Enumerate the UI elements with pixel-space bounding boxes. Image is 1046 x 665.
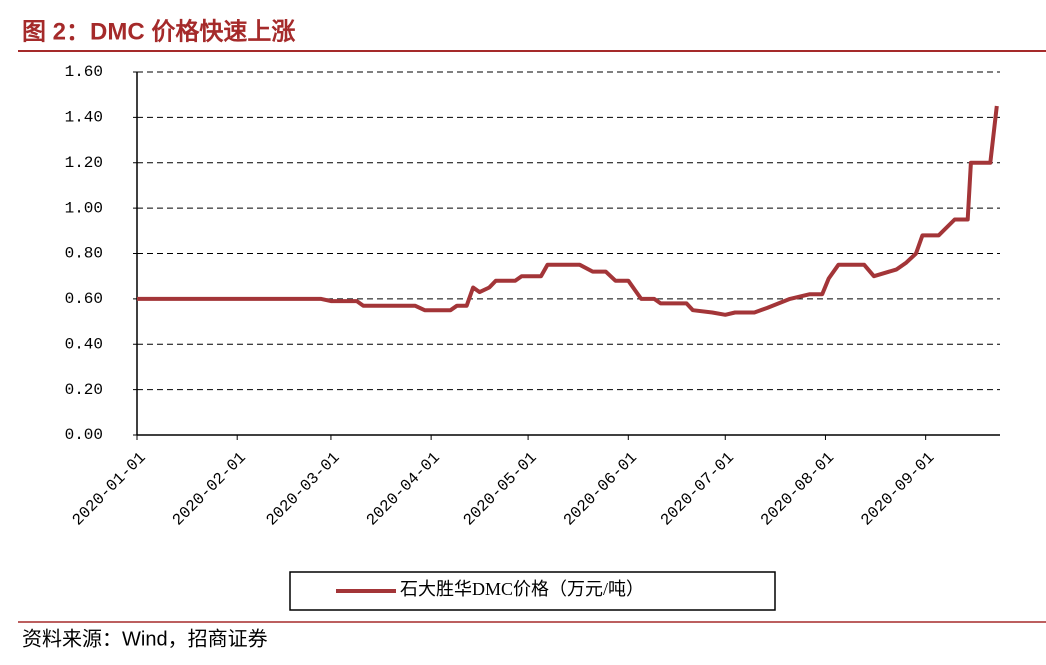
y-tick-label: 0.80 (65, 245, 103, 263)
x-tick-label: 2020-08-01 (757, 449, 838, 530)
source: 资料来源：Wind，招商证券 (22, 627, 268, 650)
x-tick-label: 2020-09-01 (858, 449, 939, 530)
series-line (137, 105, 999, 317)
x-tick-label: 2020-04-01 (363, 449, 444, 530)
y-tick-label: 0.20 (65, 381, 103, 399)
x-tick-label: 2020-06-01 (560, 449, 641, 530)
y-tick-label: 0.60 (65, 290, 103, 308)
y-tick-label: 0.40 (65, 335, 103, 353)
x-tick-label: 2020-03-01 (263, 449, 344, 530)
x-tick-label: 2020-05-01 (460, 449, 541, 530)
y-tick-label: 1.20 (65, 154, 103, 172)
legend-box (289, 571, 776, 611)
legend-label: 石大胜华DMC价格（万元/吨） (400, 579, 644, 599)
x-tick-label: 2020-02-01 (169, 449, 250, 530)
chart-title: 图 2：DMC 价格快速上涨 (22, 18, 295, 45)
x-tick-label: 2020-01-01 (69, 449, 150, 530)
y-tick-label: 1.40 (65, 109, 103, 127)
x-tick-label: 2020-07-01 (657, 449, 738, 530)
y-tick-label: 0.00 (65, 426, 103, 444)
y-tick-label: 1.00 (65, 199, 103, 217)
y-tick-label: 1.60 (65, 63, 103, 81)
